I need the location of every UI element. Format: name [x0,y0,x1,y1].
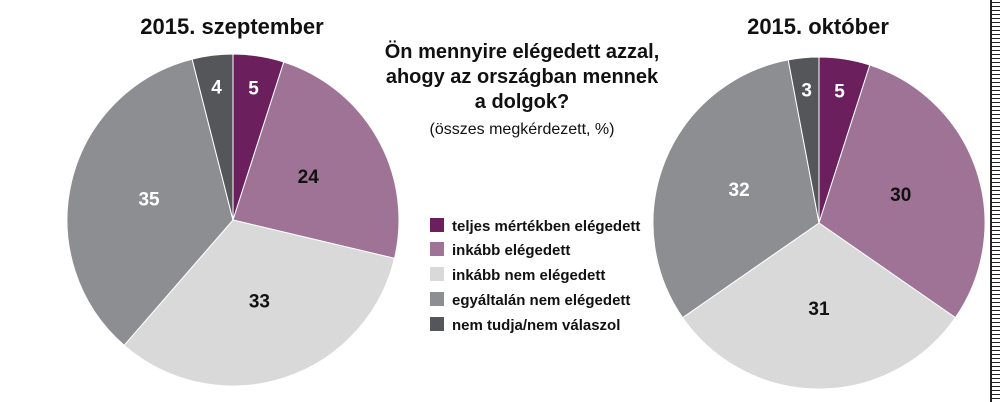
legend-swatch [430,218,444,232]
legend-swatch [430,267,444,281]
pie-slice-inkabb-nem [123,219,396,387]
pie-value-label-teljes: 5 [248,78,259,99]
pie-chart-september: 5 24 33 35 4 [66,53,400,387]
legend-item: inkább elégedett [430,242,570,259]
question-block: Ön mennyire elégedett azzal, ahogy az or… [385,40,660,138]
chart-title-september: 2015. szeptember [140,14,324,39]
legend-label: nem tudja/nem válaszol [452,317,620,334]
question-subtitle: (összes megkérdezett, %) [430,121,615,138]
legend-swatch [430,242,444,256]
pie-value-label-nem-tudja: 3 [801,80,812,101]
pie-slice-inkabb [232,61,400,259]
legend-label: inkább elégedett [452,242,570,259]
pie-value-label-inkabb: 24 [298,167,320,188]
pie-slice-egyaltalan-nem [66,58,234,347]
legend-item: teljes mértékben elégedett [430,218,640,235]
pie-slice-inkabb-nem [681,222,957,390]
pie-value-label-inkabb-nem: 33 [249,292,270,313]
legend-label: egyáltalán nem elégedett [452,292,630,309]
question-line-2: ahogy az országban mennek [386,66,659,88]
pie-value-label-nem-tudja: 4 [211,78,222,99]
pie-value-label-egyaltalan-nem: 32 [729,180,750,201]
pie-slice-inkabb [818,64,986,319]
pie-value-label-teljes: 5 [834,81,845,102]
legend-item: egyáltalán nem elégedett [430,292,630,309]
pie-slice-nem-tudja [787,56,820,224]
question-line-3: a dolgok? [475,91,569,113]
legend-label: teljes mértékben elégedett [452,218,640,235]
legend: teljes mértékben elégedett inkább eléged… [430,218,640,334]
pie-slice-nem-tudja [191,53,234,221]
pie-value-label-egyaltalan-nem: 35 [138,190,160,211]
legend-item: inkább nem elégedett [430,267,605,284]
pie-value-label-inkabb-nem: 31 [808,299,830,320]
legend-swatch [430,292,444,306]
pie-slice-egyaltalan-nem [652,59,820,319]
page-edge-rule [990,0,1000,402]
chart-title-october: 2015. október [747,14,889,39]
legend-swatch [430,317,444,331]
question-line-1: Ön mennyire elégedett azzal, [385,40,660,63]
legend-label: inkább nem elégedett [452,267,605,284]
pie-value-label-inkabb: 30 [890,185,911,206]
pie-chart-october: 5 30 31 32 3 [652,56,986,390]
legend-item: nem tudja/nem válaszol [430,317,620,334]
